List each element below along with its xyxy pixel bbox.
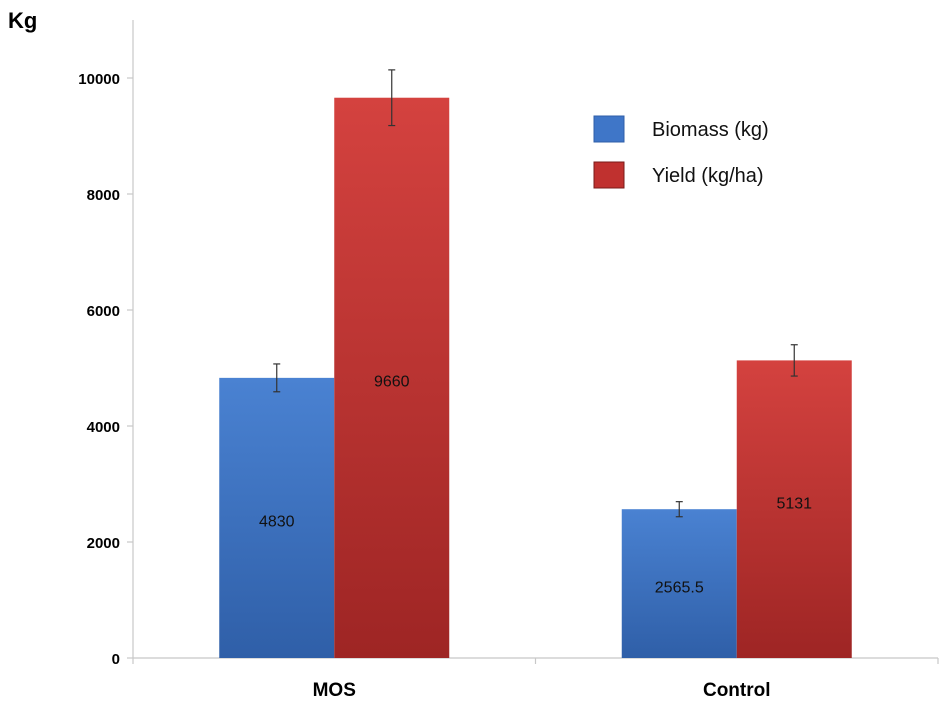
y-tick-label: 10000 <box>78 71 120 88</box>
bar-biomass-mos <box>219 377 335 658</box>
y-tick-label: 2000 <box>87 535 120 552</box>
bar-yield-mos <box>334 97 450 659</box>
legend-label: Biomass (kg) <box>652 119 769 141</box>
x-category-label: Control <box>703 680 771 701</box>
legend-swatch <box>593 115 625 143</box>
y-tick-label: 4000 <box>87 419 120 436</box>
y-axis-label: Kg <box>8 8 37 33</box>
bar-biomass-control <box>621 509 737 658</box>
data-label: 9660 <box>374 374 410 391</box>
legend-label: Yield (kg/ha) <box>652 165 764 187</box>
y-tick-label: 6000 <box>87 303 120 320</box>
bar-yield-control <box>736 360 852 658</box>
y-tick-label: 0 <box>112 651 120 668</box>
legend-swatch <box>593 161 625 189</box>
legend: Biomass (kg) Yield (kg/ha) <box>593 115 769 189</box>
data-label: 5131 <box>776 496 812 513</box>
bars: 4830 9660 2565.5 5131 <box>219 69 852 659</box>
y-tick-label: 8000 <box>87 187 120 204</box>
axes: 0 2000 4000 6000 8000 10000 MOS Control <box>78 20 939 701</box>
x-category-label: MOS <box>313 680 356 701</box>
data-label: 2565.5 <box>655 580 704 597</box>
data-label: 4830 <box>259 514 295 531</box>
